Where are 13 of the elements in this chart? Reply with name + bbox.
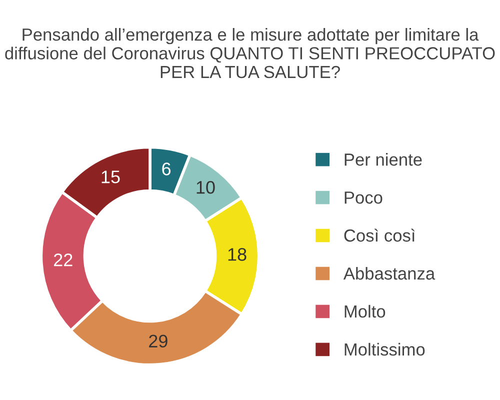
legend-label: Poco — [344, 192, 382, 204]
chart-title: Pensando all’emergenza e le misure adottate per limitare la diffusione del Coronavirus QUANTO TI SENTI PREOCCUPATO PER LA TUA SALUTE? — [5, 28, 495, 78]
data-label: 15 — [102, 170, 120, 184]
data-label: 10 — [196, 180, 215, 194]
legend-label: Per niente — [344, 153, 422, 166]
data-label: 22 — [54, 254, 72, 266]
legend-label: Moltissimo — [344, 342, 425, 356]
data-label: 6 — [162, 162, 171, 176]
legend-label: Così così — [344, 228, 415, 242]
legend-label: Abbastanza — [343, 266, 436, 280]
data-label: 18 — [228, 248, 246, 261]
data-label: 29 — [149, 334, 168, 348]
legend-label: Molto — [344, 304, 386, 318]
